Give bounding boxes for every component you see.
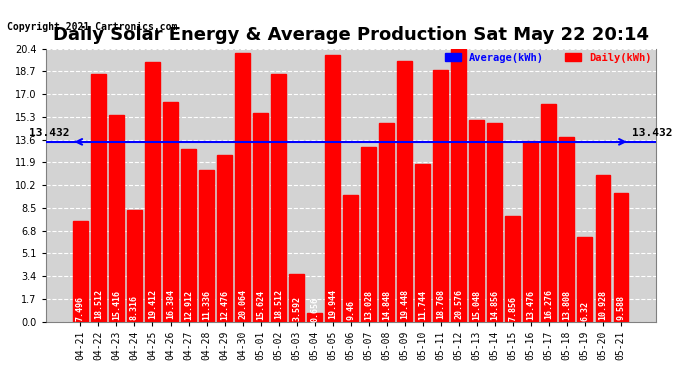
Bar [595, 176, 610, 322]
Text: 11.744: 11.744 [418, 290, 427, 320]
Bar [415, 164, 430, 322]
Bar [542, 104, 556, 322]
Text: 18.768: 18.768 [436, 289, 445, 319]
Text: 10.928: 10.928 [598, 290, 607, 320]
Bar [164, 102, 178, 322]
Text: 12.476: 12.476 [220, 290, 229, 320]
Bar [380, 123, 394, 322]
Bar [344, 195, 358, 322]
Text: 14.848: 14.848 [382, 290, 391, 320]
Bar [397, 62, 412, 322]
Text: 13.028: 13.028 [364, 290, 373, 320]
Text: 7.856: 7.856 [508, 296, 518, 321]
Bar [433, 70, 448, 322]
Bar [253, 112, 268, 322]
Bar [199, 170, 214, 322]
Text: 13.808: 13.808 [562, 290, 571, 320]
Bar [289, 273, 304, 322]
Text: 9.588: 9.588 [616, 296, 625, 320]
Text: 18.512: 18.512 [94, 289, 103, 319]
Text: 13.476: 13.476 [526, 290, 535, 320]
Text: 12.912: 12.912 [184, 290, 193, 320]
Bar [506, 216, 520, 322]
Title: Daily Solar Energy & Average Production Sat May 22 20:14: Daily Solar Energy & Average Production … [52, 26, 649, 44]
Text: 8.316: 8.316 [130, 296, 139, 321]
Bar [235, 53, 250, 322]
Text: 9.46: 9.46 [346, 300, 355, 320]
Text: 19.944: 19.944 [328, 289, 337, 319]
Text: 16.276: 16.276 [544, 290, 553, 320]
Bar [578, 237, 592, 322]
Bar [217, 154, 232, 322]
Bar [181, 149, 196, 322]
Text: 16.384: 16.384 [166, 290, 175, 320]
Text: 19.448: 19.448 [400, 289, 409, 319]
Text: 15.624: 15.624 [256, 290, 265, 320]
Bar [109, 115, 124, 322]
Text: 11.336: 11.336 [202, 290, 211, 320]
Text: 14.856: 14.856 [490, 290, 499, 320]
Bar [469, 120, 484, 322]
Bar [307, 313, 322, 322]
Bar [487, 123, 502, 322]
Text: 15.048: 15.048 [472, 290, 481, 320]
Text: 18.512: 18.512 [274, 289, 283, 319]
Bar [271, 74, 286, 322]
Text: Copyright 2021 Cartronics.com: Copyright 2021 Cartronics.com [7, 22, 177, 32]
Text: 6.32: 6.32 [580, 301, 589, 321]
Legend: Average(kWh), Daily(kWh): Average(kWh), Daily(kWh) [441, 49, 656, 67]
Bar [73, 221, 88, 322]
Bar [560, 137, 574, 322]
Bar [362, 147, 376, 322]
Bar [613, 193, 628, 322]
Text: 0.656: 0.656 [310, 297, 319, 321]
Bar [127, 210, 141, 322]
Text: 15.416: 15.416 [112, 290, 121, 320]
Bar [326, 55, 339, 322]
Bar [91, 74, 106, 322]
Text: 20.064: 20.064 [238, 289, 247, 319]
Bar [524, 141, 538, 322]
Text: 13.432: 13.432 [29, 128, 70, 138]
Bar [146, 62, 159, 322]
Bar [451, 46, 466, 322]
Text: 19.412: 19.412 [148, 289, 157, 319]
Text: 13.432: 13.432 [631, 128, 672, 138]
Text: 20.576: 20.576 [454, 289, 463, 319]
Text: 3.592: 3.592 [292, 296, 301, 321]
Text: 7.496: 7.496 [76, 296, 85, 321]
